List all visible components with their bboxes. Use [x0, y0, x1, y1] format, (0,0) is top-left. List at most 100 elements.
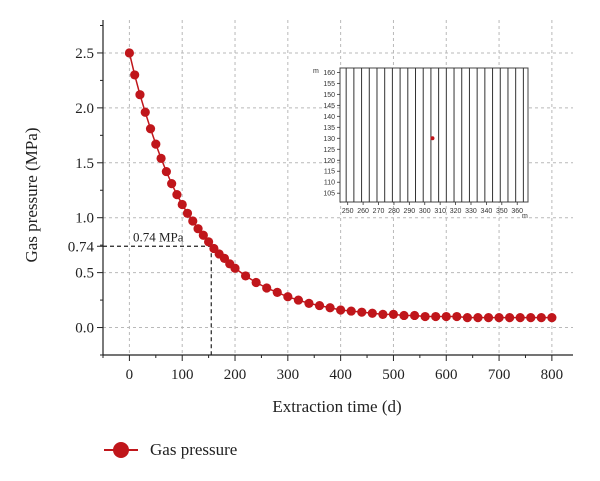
inset-x-tick-label: 300 — [419, 208, 431, 215]
x-axis-title: Extraction time (d) — [272, 397, 401, 416]
data-point — [505, 313, 515, 323]
inset-y-tick-label: 115 — [324, 169, 335, 176]
data-point — [547, 313, 557, 323]
gas-pressure-series — [124, 48, 557, 323]
main-axes — [97, 20, 573, 361]
data-point — [314, 300, 325, 311]
data-point — [251, 277, 261, 288]
data-point — [409, 310, 420, 321]
data-point — [399, 310, 409, 321]
data-point — [431, 311, 441, 322]
data-point — [130, 70, 140, 80]
x-tick-label: 800 — [541, 367, 564, 383]
data-point — [473, 313, 483, 323]
x-tick-label: 200 — [224, 367, 247, 383]
inset-x-tick-label: 250 — [342, 208, 354, 215]
y-tick-label: 1.5 — [75, 156, 94, 172]
data-point — [536, 313, 546, 323]
data-point — [172, 190, 182, 200]
y-tick-label: 0.74 — [68, 239, 95, 255]
data-point — [272, 287, 282, 297]
inset-y-tick-label: 130 — [323, 136, 335, 143]
y-tick-label: 2.5 — [75, 46, 94, 62]
inset-frame — [339, 67, 529, 203]
inset-red-point — [430, 136, 435, 141]
inset-y-tick-label: 135 — [323, 125, 335, 132]
data-point — [325, 303, 335, 313]
x-tick-label: 500 — [382, 367, 405, 383]
data-point — [193, 224, 203, 234]
data-point — [388, 309, 399, 319]
legend-label: Gas pressure — [150, 440, 238, 459]
x-tick-label: 0 — [126, 367, 134, 383]
data-point — [494, 313, 504, 323]
y-tick-labels: 0.0 0.5 0.74 1.0 1.5 2.0 2.5 — [68, 46, 95, 337]
legend: Gas pressure — [104, 438, 237, 462]
legend-line-marker — [104, 442, 138, 458]
data-point — [367, 308, 377, 318]
data-point — [462, 313, 472, 323]
inset-y-tick-labels: 105 110 115 120 125 130 135 140 145 150 155 160 — [323, 70, 340, 198]
x-tick-label: 400 — [329, 367, 352, 383]
data-point — [182, 208, 193, 218]
data-point — [293, 295, 303, 305]
annotation-label: 0.74 MPa — [133, 229, 184, 244]
inset-y-tick-label: 150 — [323, 92, 335, 99]
data-point — [240, 271, 251, 281]
data-point — [441, 311, 451, 322]
y-tick-label: 1.0 — [75, 211, 94, 227]
inset-x-tick-label: 350 — [496, 208, 508, 215]
data-point — [378, 309, 388, 319]
data-point — [515, 313, 525, 323]
inset-y-tick-label: 145 — [323, 103, 335, 110]
inset-x-tick-label: 340 — [481, 208, 493, 215]
inset-x-unit: m — [522, 213, 528, 220]
inset-y-tick-label: 105 — [323, 191, 335, 198]
reference-lines — [103, 245, 212, 355]
data-point — [198, 230, 208, 240]
data-point — [357, 307, 367, 317]
data-point — [124, 48, 135, 58]
x-tick-label: 700 — [488, 367, 511, 383]
data-point — [156, 153, 166, 163]
inset-x-tick-label: 320 — [450, 208, 462, 215]
x-tick-labels: 0 100 200 300 400 500 600 700 800 — [126, 367, 563, 383]
data-point — [167, 179, 177, 189]
data-point — [204, 237, 214, 247]
data-point — [283, 292, 293, 302]
data-point — [177, 199, 187, 210]
inset-y-tick-label: 140 — [323, 114, 335, 121]
inset-map: 250 260 270 280 290 300 310 320 330 340 350 360 105… — [313, 67, 529, 220]
data-point — [145, 124, 156, 134]
inset-y-tick-label: 125 — [323, 147, 335, 154]
data-point — [230, 263, 240, 273]
inset-x-tick-label: 260 — [357, 208, 369, 215]
data-point — [483, 313, 494, 323]
data-point — [161, 166, 171, 177]
data-point — [304, 298, 314, 308]
x-tick-label: 600 — [435, 367, 458, 383]
data-point — [526, 313, 536, 323]
data-point — [346, 306, 356, 316]
data-point — [135, 90, 145, 100]
y-tick-label: 0.0 — [75, 321, 94, 337]
y-tick-label: 2.0 — [75, 101, 94, 117]
legend-dot — [113, 442, 129, 458]
y-tick-label: 0.5 — [75, 266, 94, 282]
x-tick-label: 100 — [171, 367, 194, 383]
inset-x-tick-label: 330 — [465, 208, 477, 215]
y-axis-title: Gas pressure (MPa) — [22, 127, 41, 262]
inset-y-unit: m — [313, 68, 319, 75]
data-point — [151, 139, 161, 149]
inset-y-tick-label: 110 — [324, 180, 335, 187]
inset-x-tick-label: 310 — [434, 208, 446, 215]
data-point — [262, 283, 272, 293]
inset-x-tick-label: 290 — [404, 208, 416, 215]
data-point — [452, 311, 462, 322]
data-point — [140, 107, 150, 117]
inset-x-tick-labels: 250 260 270 280 290 300 310 320 330 340 350 360 — [342, 202, 523, 215]
inset-y-tick-label: 155 — [323, 81, 335, 88]
inset-y-tick-label: 160 — [323, 70, 335, 77]
data-point — [336, 305, 346, 315]
